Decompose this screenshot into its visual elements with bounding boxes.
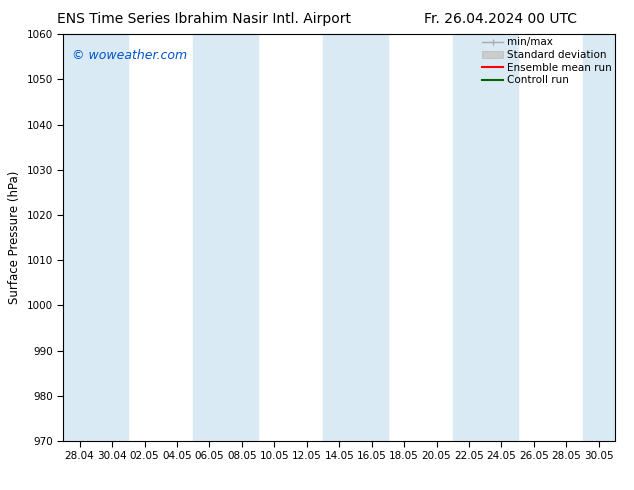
Legend: min/max, Standard deviation, Ensemble mean run, Controll run: min/max, Standard deviation, Ensemble me… — [482, 37, 612, 85]
Bar — [193, 34, 258, 441]
Text: Fr. 26.04.2024 00 UTC: Fr. 26.04.2024 00 UTC — [424, 12, 577, 26]
Bar — [323, 34, 388, 441]
Bar — [63, 34, 128, 441]
Y-axis label: Surface Pressure (hPa): Surface Pressure (hPa) — [8, 171, 21, 304]
Text: ENS Time Series Ibrahim Nasir Intl. Airport: ENS Time Series Ibrahim Nasir Intl. Airp… — [57, 12, 351, 26]
Bar — [453, 34, 517, 441]
Text: © woweather.com: © woweather.com — [72, 49, 187, 62]
Bar — [583, 34, 634, 441]
